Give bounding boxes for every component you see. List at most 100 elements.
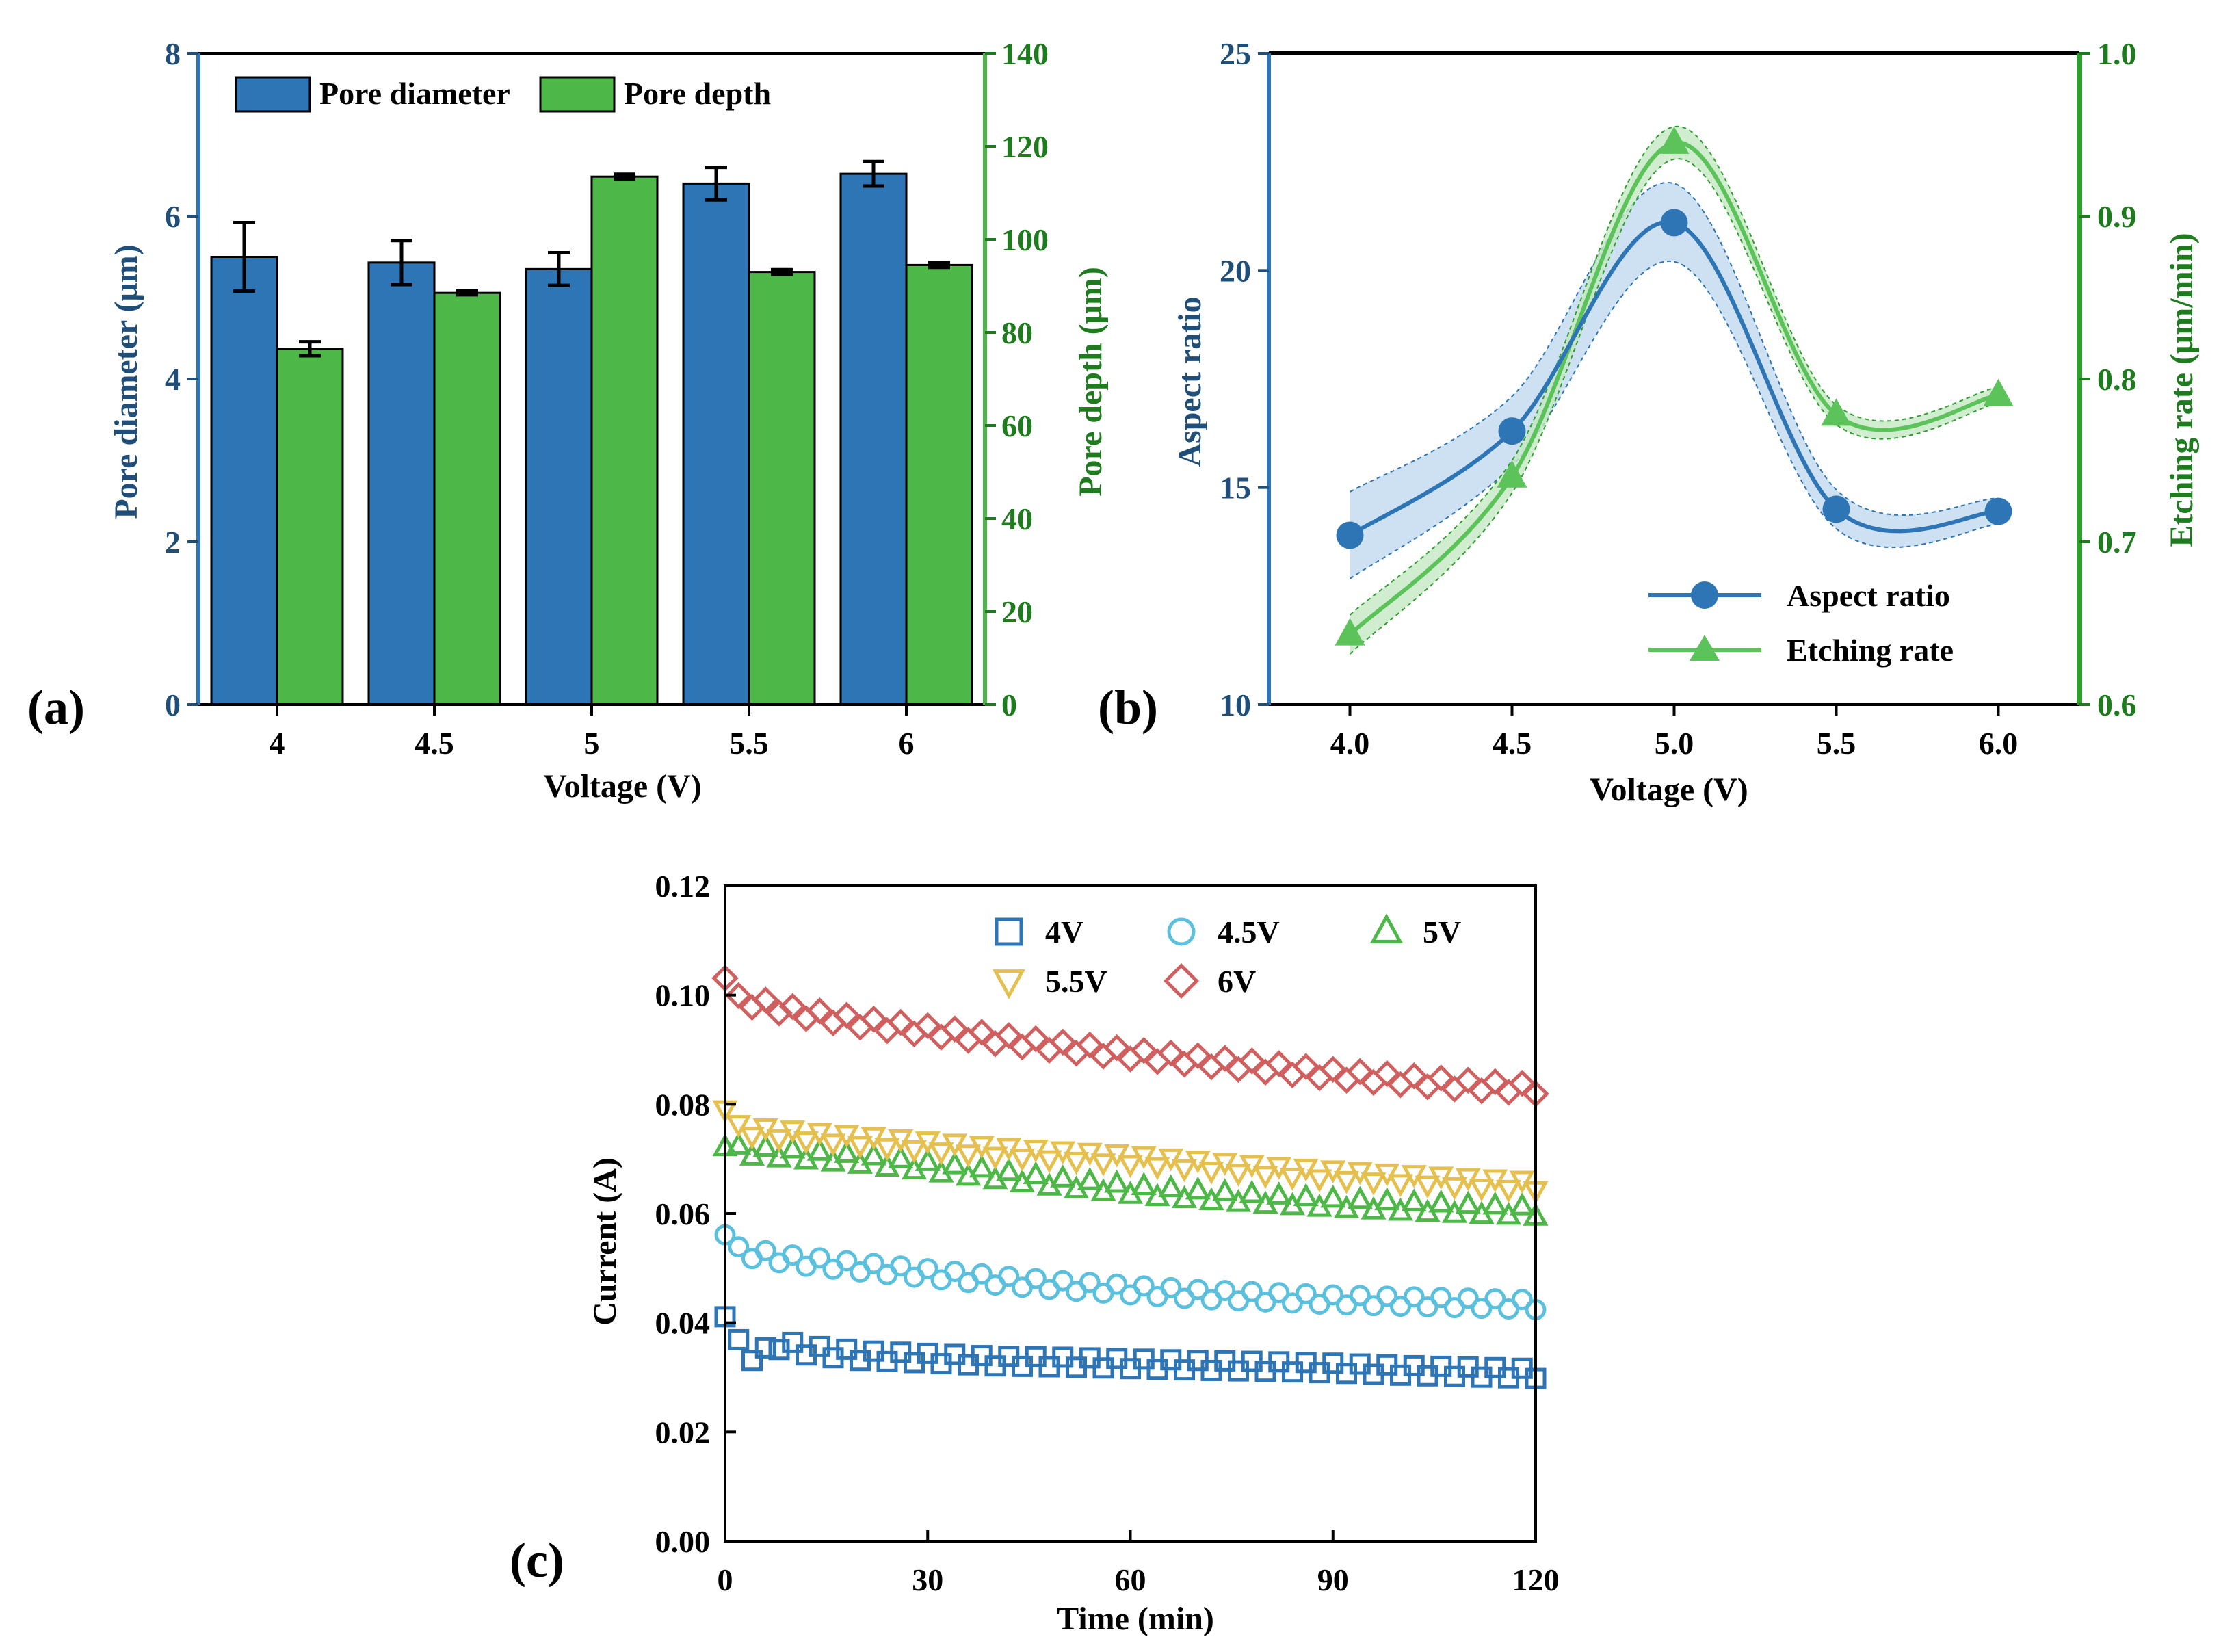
data-point	[806, 1138, 832, 1161]
x-tick-label: 4.5	[415, 726, 454, 761]
right-y-tick-label: 100	[1001, 222, 1049, 257]
legend-label-5v: 5V	[1423, 915, 1461, 949]
aspect-ratio-confidence-band	[1350, 182, 1999, 579]
data-point	[1347, 1185, 1373, 1209]
data-point	[1468, 1077, 1495, 1105]
error-bar-pore-diameter	[233, 221, 255, 293]
legend-marker	[992, 969, 1026, 999]
data-point	[1376, 1285, 1398, 1307]
panel-c-label: (c)	[510, 1533, 564, 1588]
error-bar-pore-depth	[299, 340, 321, 358]
data-point	[928, 1142, 954, 1166]
data-point	[1457, 1287, 1479, 1309]
data-point	[969, 1154, 995, 1178]
data-point	[1322, 1284, 1344, 1306]
data-point	[1077, 1166, 1103, 1190]
data-point	[998, 1266, 1020, 1287]
data-point	[955, 1144, 982, 1168]
data-point	[1361, 1172, 1387, 1196]
bar-pore-diameter	[210, 256, 278, 706]
data-point	[820, 1133, 846, 1157]
error-bar-pore-depth	[771, 267, 793, 276]
legend-marker-aspect-ratio	[1691, 581, 1718, 609]
left-y-tick-label: 8	[165, 36, 181, 71]
error-bar-pore-diameter	[863, 159, 884, 188]
data-point	[726, 1115, 752, 1138]
data-point	[766, 1129, 792, 1153]
data-point	[971, 1263, 993, 1285]
data-point	[780, 1120, 806, 1144]
data-point	[1400, 1062, 1428, 1090]
data-point	[1158, 1148, 1184, 1172]
left-y-tick-label: 4	[165, 362, 181, 397]
data-point	[1079, 1272, 1101, 1294]
legend-label-aspect-ratio: Aspect ratio	[1787, 578, 1950, 613]
data-point	[1387, 1174, 1414, 1198]
series-6v	[711, 965, 1549, 1107]
data-point	[1279, 1167, 1306, 1191]
data-point	[996, 1138, 1022, 1162]
y-tick-label: 0.04	[655, 1306, 711, 1341]
data-point	[847, 1136, 873, 1159]
data-point	[982, 1146, 1008, 1170]
data-point	[1158, 1174, 1184, 1198]
y-tick-label: 0.00	[655, 1524, 711, 1559]
aspect-ratio-point	[1822, 495, 1850, 523]
left-y-tick-label: 10	[1220, 687, 1251, 722]
error-bar-pore-diameter	[705, 166, 727, 202]
panel-b-line-chart: (b) 4.0 4.5 5.0 5.5 6.0 10 15 20 25 0.6 0.7 0.8 0.9 1…	[1098, 36, 2200, 808]
data-point	[1415, 1175, 1441, 1199]
panel-c-x-axis-title: Time (min)	[1057, 1601, 1214, 1637]
data-point	[1076, 1031, 1104, 1059]
legend-label-etching-rate: Etching rate	[1787, 633, 1954, 668]
x-tick-label: 30	[912, 1562, 943, 1597]
data-point	[1050, 1164, 1076, 1188]
aspect-ratio-point	[1984, 497, 2012, 525]
x-tick-label: 5.5	[729, 726, 769, 761]
data-point	[1403, 1286, 1425, 1308]
etching-rate-point	[1497, 460, 1527, 488]
data-point	[1239, 1179, 1265, 1203]
left-y-tick-label: 25	[1220, 36, 1251, 71]
bar-pore-depth	[748, 271, 816, 706]
panel-a-legend: Pore diameter Pore depth	[235, 76, 771, 113]
x-tick-label: 5.5	[1817, 726, 1856, 761]
legend-swatch-pore-depth	[539, 76, 616, 113]
data-point	[914, 1012, 942, 1040]
aspect-ratio-band-lower	[1349, 261, 1999, 579]
data-point	[942, 1151, 968, 1175]
data-point	[1185, 1176, 1211, 1200]
data-point	[1117, 1155, 1144, 1179]
legend-label-pore-depth: Pore depth	[624, 76, 771, 111]
data-point	[1511, 1289, 1533, 1311]
aspect-ratio-point	[1336, 521, 1364, 549]
data-point	[1160, 1276, 1182, 1298]
data-point	[1052, 1270, 1074, 1292]
series-5-5v	[712, 1100, 1549, 1205]
y-tick-label: 0.06	[655, 1196, 711, 1231]
legend-marker	[995, 917, 1023, 946]
right-y-tick-label: 40	[1001, 501, 1033, 536]
data-point	[1187, 1279, 1209, 1300]
bar-pore-depth	[433, 291, 501, 706]
right-y-tick-label: 0.8	[2097, 362, 2137, 397]
data-point	[1484, 1288, 1506, 1310]
data-point	[1185, 1151, 1211, 1174]
bar-pore-diameter	[682, 182, 750, 706]
right-y-tick-label: 140	[1001, 36, 1049, 71]
data-point	[1430, 1287, 1452, 1309]
data-point	[968, 1019, 996, 1046]
data-point	[1495, 1179, 1522, 1203]
data-point	[1320, 1184, 1346, 1208]
data-point	[1104, 1169, 1130, 1193]
legend-marker	[1369, 913, 1404, 943]
aspect-ratio-point	[1660, 209, 1688, 237]
data-point	[1022, 1025, 1050, 1053]
x-tick-label: 6	[899, 726, 915, 761]
data-point	[1133, 1275, 1155, 1297]
bar-pore-depth	[276, 348, 344, 706]
data-point	[1481, 1068, 1509, 1096]
y-tick-label: 0.08	[655, 1087, 711, 1122]
data-point	[809, 1247, 830, 1269]
